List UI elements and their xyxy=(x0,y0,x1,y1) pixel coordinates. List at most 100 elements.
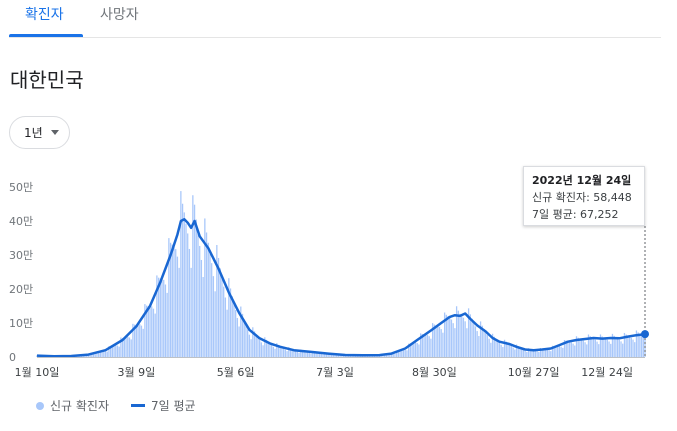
bar xyxy=(396,350,398,357)
bar xyxy=(164,284,167,357)
bar xyxy=(235,310,237,357)
bar xyxy=(543,348,545,357)
tab-cases[interactable]: 확진자 xyxy=(25,7,64,23)
bar xyxy=(241,313,244,357)
bar xyxy=(438,326,441,357)
bar xyxy=(510,345,513,357)
bar xyxy=(587,334,590,357)
bar xyxy=(592,338,595,357)
bar xyxy=(279,346,281,357)
new-cases-dot-icon xyxy=(36,401,44,410)
bar xyxy=(183,212,185,357)
bar xyxy=(503,339,506,357)
bar xyxy=(300,349,302,357)
bar xyxy=(500,344,502,357)
bar xyxy=(483,328,485,357)
bar xyxy=(485,332,487,357)
bar xyxy=(610,343,612,357)
x-tick-label: 12월 24일 xyxy=(581,365,633,379)
bar xyxy=(524,350,526,357)
bar xyxy=(188,248,191,357)
bar xyxy=(250,339,252,357)
active-tab-indicator xyxy=(9,34,83,37)
bar xyxy=(108,346,110,357)
tooltip: 2022년 12월 24일 신규 확진자: 58,448 7일 평균: 67,2… xyxy=(523,166,645,226)
bar xyxy=(178,267,180,357)
bar xyxy=(632,339,634,357)
bar xyxy=(169,242,172,357)
bar xyxy=(565,340,567,357)
bar xyxy=(493,336,495,357)
bar xyxy=(197,233,199,357)
bar xyxy=(447,316,449,357)
tab-deaths[interactable]: 사망자 xyxy=(100,7,139,23)
y-tick-label: 50만 xyxy=(9,181,33,194)
bar xyxy=(325,353,328,357)
bar xyxy=(257,337,259,357)
bar xyxy=(558,346,561,357)
bar xyxy=(253,331,256,357)
bar xyxy=(140,325,143,357)
bar xyxy=(243,319,245,357)
bar xyxy=(156,275,158,357)
bar xyxy=(259,339,261,357)
bar xyxy=(615,337,617,357)
bar xyxy=(604,338,607,357)
bar xyxy=(603,337,605,357)
bar xyxy=(125,337,127,357)
bar xyxy=(322,354,324,357)
period-dropdown[interactable]: 1년 xyxy=(9,116,70,149)
bar xyxy=(130,339,132,357)
bar xyxy=(310,353,312,357)
bar xyxy=(408,343,410,357)
bar xyxy=(445,314,447,357)
y-tick-label: 0 xyxy=(9,351,16,364)
bar xyxy=(89,354,91,357)
bar xyxy=(598,344,600,357)
bar xyxy=(207,242,209,357)
bar xyxy=(161,279,163,357)
bar xyxy=(92,353,95,357)
bar xyxy=(274,348,276,357)
bar xyxy=(404,350,406,357)
period-value: 1년 xyxy=(24,126,43,140)
bar xyxy=(265,339,268,357)
bar xyxy=(505,341,507,357)
bar xyxy=(539,348,542,357)
bar xyxy=(557,346,559,357)
avg-line xyxy=(36,218,646,358)
bar xyxy=(195,219,197,357)
bar xyxy=(567,340,569,357)
bar xyxy=(531,349,533,357)
bar xyxy=(534,350,537,357)
bar xyxy=(320,353,322,357)
bar xyxy=(269,343,271,357)
bar xyxy=(466,328,468,357)
bar xyxy=(168,238,170,357)
bar xyxy=(416,343,418,357)
bar xyxy=(224,297,227,357)
bar xyxy=(305,351,307,357)
bar xyxy=(267,341,269,357)
bar xyxy=(248,334,251,357)
region-title: 대한민국 xyxy=(10,68,84,92)
bar xyxy=(630,337,632,357)
bar xyxy=(577,337,579,357)
bar xyxy=(637,332,639,357)
bar xyxy=(228,278,230,357)
x-tick-label: 10월 27일 xyxy=(508,365,560,379)
bar xyxy=(236,317,239,357)
bar xyxy=(226,309,228,357)
bar xyxy=(120,337,122,357)
bar xyxy=(620,341,622,357)
tab-bar: 확진자 사망자 xyxy=(9,0,661,38)
bar xyxy=(596,341,598,357)
bar xyxy=(459,313,461,357)
cases-chart[interactable]: 0 10만 20만 30만 40만 50만 1월 10일 3월 9일 5월 6일 7월 3일 8월… xyxy=(0,150,677,390)
bar xyxy=(390,353,393,357)
bar xyxy=(402,349,405,357)
bar xyxy=(262,345,264,357)
bar xyxy=(157,277,160,357)
bar xyxy=(616,338,619,357)
bar xyxy=(199,245,201,357)
